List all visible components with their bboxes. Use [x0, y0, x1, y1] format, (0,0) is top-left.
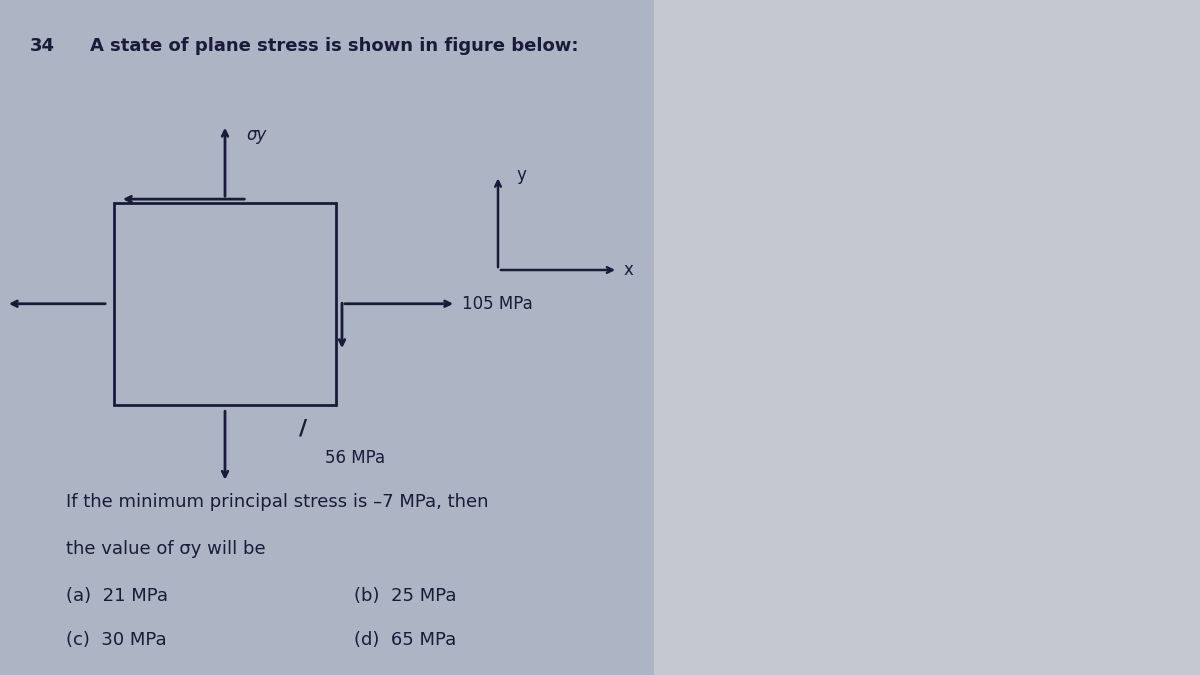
Text: x: x — [624, 261, 634, 279]
Text: σy: σy — [247, 126, 266, 144]
Text: the value of σy will be: the value of σy will be — [66, 540, 265, 558]
Bar — [114, 202, 336, 405]
Text: 105 MPa: 105 MPa — [462, 295, 533, 313]
Text: (b)  25 MPa: (b) 25 MPa — [354, 587, 456, 605]
Text: (c)  30 MPa: (c) 30 MPa — [66, 631, 167, 649]
Text: (a)  21 MPa: (a) 21 MPa — [66, 587, 168, 605]
Text: (d)  65 MPa: (d) 65 MPa — [354, 631, 456, 649]
Text: A state of plane stress is shown in figure below:: A state of plane stress is shown in figu… — [90, 37, 578, 55]
Text: /: / — [299, 418, 307, 439]
Text: 56 MPa: 56 MPa — [325, 449, 385, 467]
Text: If the minimum principal stress is –7 MPa, then: If the minimum principal stress is –7 MP… — [66, 493, 488, 511]
Text: 34: 34 — [30, 37, 55, 55]
Text: y: y — [516, 167, 526, 184]
FancyBboxPatch shape — [0, 0, 654, 675]
